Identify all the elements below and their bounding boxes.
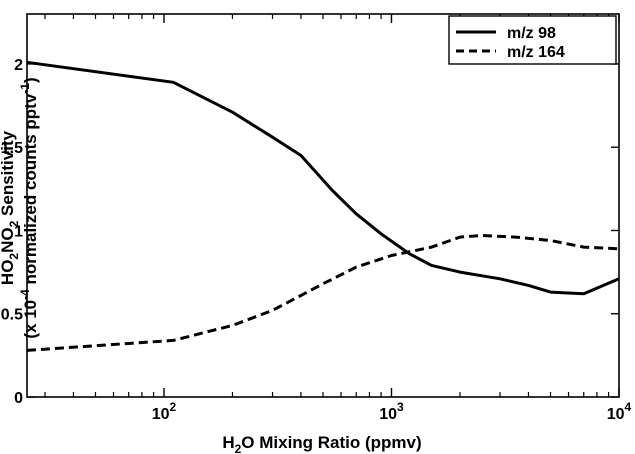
x-axis-label-pre: H (222, 433, 234, 452)
legend: m/z 98 m/z 164 (448, 15, 617, 65)
y-axis-label-line1-b: NO (0, 227, 17, 253)
y-axis-label-line1-sub1: 2 (7, 253, 21, 260)
x-tick-label-exp: 3 (397, 400, 404, 414)
legend-box (448, 15, 617, 65)
x-tick-label-base: 10 (607, 406, 625, 423)
y-axis-label-line2-b: normalized counts pptv (21, 93, 40, 289)
x-tick-label-exp: 4 (625, 400, 632, 414)
x-axis-label-post: O Mixing Ratio (ppmv) (241, 433, 421, 452)
y-axis-label-line2-a: (x 10 (21, 300, 40, 339)
y-tick-label: 2 (14, 57, 23, 74)
y-tick-label: 0.5 (1, 307, 23, 324)
y-axis-label-line1-sub2: 2 (7, 220, 21, 227)
y-axis-label-line2-sup2: -1 (18, 83, 32, 94)
y-axis-label-line2-text: (x 10-4 normalized counts pptv-1) (18, 77, 40, 338)
y-tick-label: 1.5 (1, 140, 23, 157)
series-line-m-z-98 (26, 60, 620, 296)
y-tick-label: 0 (14, 390, 23, 407)
legend-label-m-z-98: m/z 98 (507, 25, 556, 42)
x-axis-label: H2O Mixing Ratio (ppmv) (222, 433, 421, 454)
legend-label-m-z-164: m/z 164 (507, 44, 565, 61)
x-axis-label-sub: 2 (235, 442, 242, 454)
y-axis-label-line1-c: Sensitivity (0, 130, 17, 220)
x-tick-label-base: 10 (379, 406, 397, 423)
y-axis-label-line1-a: HO (0, 260, 17, 286)
series-layer (26, 60, 620, 352)
x-tick-label: 102 (152, 400, 177, 423)
y-tick-label: 1 (14, 223, 23, 240)
x-tick-label-exp: 2 (170, 400, 177, 414)
plot-area (27, 14, 619, 397)
y-axis-label-line2-c: ) (21, 77, 40, 83)
x-tick-label-base: 10 (152, 406, 170, 423)
x-tick-label: 103 (379, 400, 404, 423)
series-line-m-z-164 (26, 234, 620, 352)
y-axis-label-line2-sup1: -4 (18, 289, 32, 300)
x-tick-label: 104 (607, 400, 632, 423)
y-axis-label-line1-text: HO2NO2 Sensitivity (0, 130, 21, 285)
